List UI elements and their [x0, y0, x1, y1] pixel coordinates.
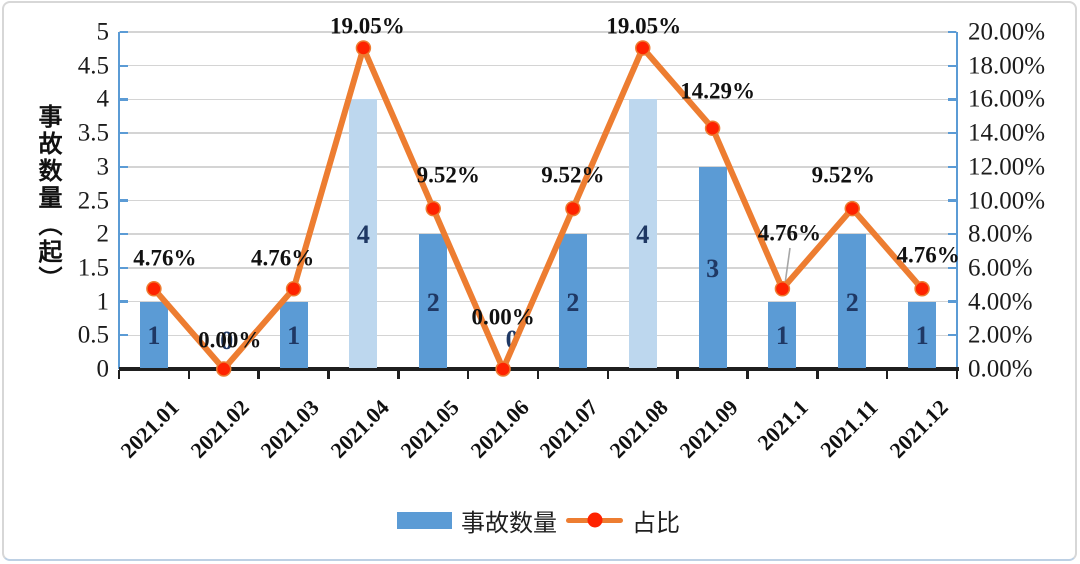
category-axis-tick: [816, 370, 819, 379]
percent-data-label: 19.05%: [330, 13, 405, 39]
right-axis-tick-label: 14.00%: [968, 119, 1046, 147]
percent-data-label: 4.76%: [250, 245, 315, 271]
category-axis-tick: [955, 370, 959, 379]
left-axis-tick: [120, 165, 128, 168]
left-axis-tick: [120, 30, 128, 34]
right-axis-tick: [948, 266, 956, 270]
category-axis-tick: [187, 370, 191, 379]
right-value-axis: [955, 32, 959, 369]
percent-data-label: 4.76%: [757, 220, 822, 246]
right-axis-tick-label: 8.00%: [968, 220, 1033, 248]
percent-data-label: 0.00%: [471, 304, 535, 330]
percent-data-label: 4.76%: [896, 242, 960, 268]
legend-line-swatch: [566, 512, 623, 528]
legend-marker-icon: [587, 512, 602, 528]
percent-data-label: 14.29%: [680, 78, 755, 104]
left-axis-tick: [120, 334, 128, 337]
percent-data-label: 0.00%: [198, 327, 262, 353]
left-axis-tick: [120, 300, 128, 303]
right-axis-tick-label: 18.00%: [968, 52, 1046, 80]
category-axis-tick: [885, 370, 889, 379]
left-axis-tick: [120, 199, 128, 202]
right-axis-tick: [948, 30, 956, 34]
right-axis-tick-label: 16.00%: [968, 85, 1046, 113]
left-axis-tick-label: 4: [96, 85, 110, 113]
left-axis-tick-label: 1.5: [77, 254, 109, 282]
right-axis-tick: [948, 199, 956, 202]
category-axis-tick: [536, 370, 540, 379]
left-axis-tick-label: 1: [96, 288, 110, 316]
right-axis-tick-label: 6.00%: [968, 254, 1033, 282]
legend-label-accidents: 事故数量: [461, 509, 557, 537]
category-axis-tick: [746, 370, 749, 379]
left-axis-tick-label: 3.5: [77, 119, 109, 147]
left-axis-tick-label: 0: [96, 355, 110, 383]
left-axis-tick-label: 4.5: [77, 52, 109, 80]
legend-bar-swatch: [397, 511, 452, 529]
category-axis-tick: [676, 370, 679, 379]
category-axis-tick: [257, 370, 260, 379]
right-axis-tick-label: 12.00%: [968, 153, 1046, 181]
left-value-axis: [117, 32, 121, 369]
right-axis-tick: [948, 300, 956, 303]
right-axis-tick-label: 0.00%: [968, 355, 1033, 383]
left-axis-tick: [120, 131, 128, 135]
category-axis-tick: [397, 370, 400, 379]
percent-data-label: 4.76%: [133, 245, 197, 271]
right-axis-tick: [948, 98, 956, 101]
right-axis-tick-label: 4.00%: [968, 288, 1033, 316]
category-axis-tick: [117, 370, 121, 379]
right-axis-tick: [948, 165, 956, 168]
right-axis-tick: [948, 334, 956, 337]
percent-data-label: 19.05%: [606, 13, 682, 39]
left-axis-tick: [120, 98, 128, 101]
right-axis-tick: [948, 233, 956, 236]
category-axis-tick: [606, 370, 610, 379]
left-axis-tick: [120, 266, 128, 270]
percent-data-label: 9.52%: [811, 162, 875, 188]
category-axis-tick: [466, 370, 470, 379]
right-axis-tick: [948, 131, 956, 135]
legend: 事故数量 占比: [397, 502, 680, 538]
left-axis-tick-label: 2: [96, 220, 110, 248]
right-axis-tick: [948, 64, 956, 67]
percent-data-label: 9.52%: [416, 162, 480, 188]
right-axis-tick-label: 20.00%: [968, 18, 1046, 46]
left-axis-tick-label: 5: [96, 18, 110, 46]
category-axis-tick: [327, 370, 330, 379]
right-axis-tick-label: 10.00%: [968, 187, 1046, 214]
left-axis-tick-label: 2.5: [77, 187, 109, 214]
left-axis-tick-label: 3: [96, 153, 110, 181]
gridline: [119, 31, 957, 33]
left-axis-tick: [120, 233, 128, 236]
left-axis-tick-label: 0.5: [77, 321, 109, 349]
legend-label-ratio: 占比: [632, 509, 680, 537]
right-axis-tick-label: 2.00%: [968, 321, 1033, 349]
left-axis-tick: [120, 64, 128, 67]
percent-data-label: 9.52%: [541, 162, 605, 188]
left-axis-title: 事故数量（起）: [34, 104, 61, 293]
